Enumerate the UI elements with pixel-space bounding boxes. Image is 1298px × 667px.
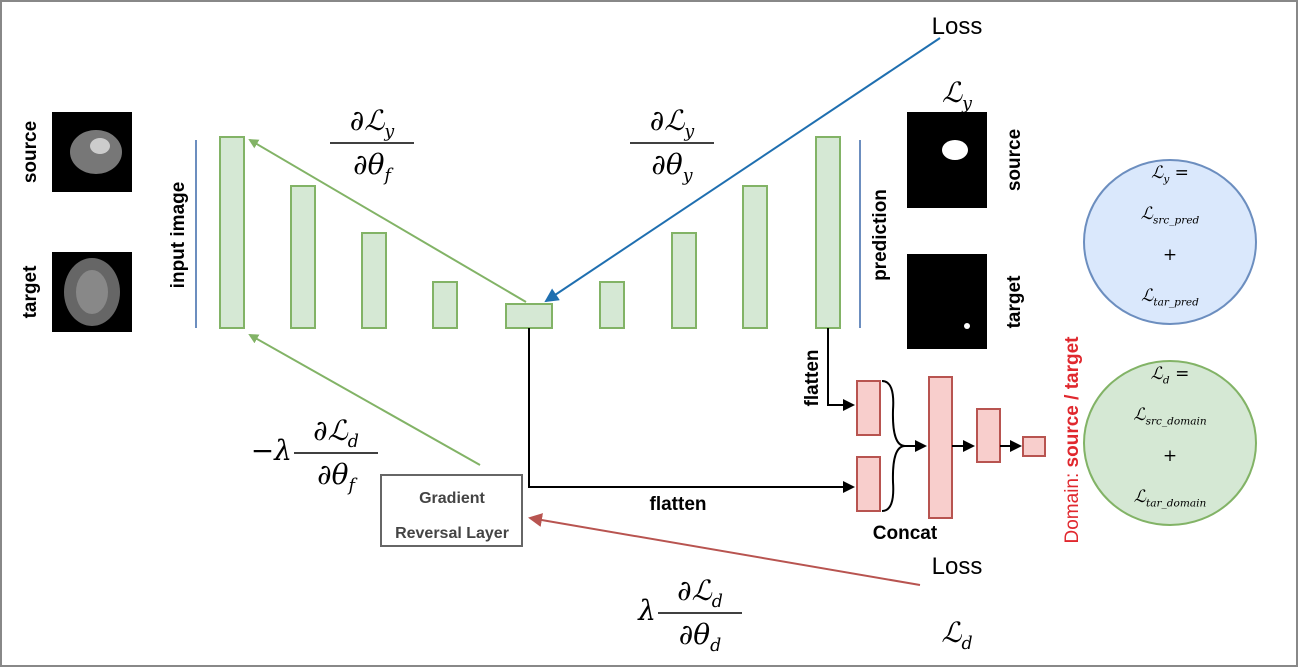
math-main: ℒ	[1134, 487, 1147, 507]
math-main: ∂ℒ	[677, 574, 712, 607]
diagram: source target input image prediction sou…	[0, 0, 1298, 667]
math-main: ℒ	[1133, 405, 1146, 425]
math-sub: src_domain	[1146, 415, 1207, 427]
math-sub: d	[712, 592, 723, 612]
math-sub: d	[962, 634, 973, 654]
math-sub: y	[682, 166, 693, 186]
math: +	[1163, 245, 1177, 265]
math-main: ℒ	[1151, 163, 1164, 183]
label: source / target	[1062, 336, 1083, 468]
math-tail: =	[1169, 163, 1189, 183]
label: prediction	[870, 189, 891, 281]
math: +	[1163, 446, 1177, 466]
math-main: ∂θ	[651, 148, 682, 181]
math-main: +	[1163, 446, 1177, 466]
label: target	[1004, 275, 1025, 328]
frame	[1, 1, 1297, 666]
math: ℒd =	[1151, 364, 1190, 386]
math-tail: =	[1170, 364, 1190, 384]
label: source	[1004, 129, 1025, 191]
math-main: ∂ℒ	[313, 414, 348, 447]
label: Loss	[932, 553, 983, 580]
label: input image	[168, 182, 189, 289]
math: ℒy =	[1151, 163, 1189, 185]
domain-label: Domain: source / target	[1062, 336, 1083, 544]
label: source	[20, 121, 41, 183]
label: flatten	[802, 350, 823, 407]
math-sub: tar_pred	[1153, 296, 1199, 308]
math-main: ∂θ	[317, 458, 348, 491]
math-main: ℒ	[1141, 204, 1154, 224]
math-main: ℒ	[1151, 364, 1164, 384]
label: Concat	[873, 523, 938, 544]
math-main: +	[1163, 245, 1177, 265]
math-main: ℒ	[942, 76, 963, 109]
math-prefix: λ	[637, 594, 656, 627]
math-main: ∂ℒ	[350, 104, 385, 137]
math-main: ∂θ	[679, 618, 710, 651]
math-sub: tar_domain	[1146, 497, 1207, 509]
math-sub: d	[348, 432, 359, 452]
label: target	[20, 265, 41, 318]
math-sub: y	[961, 94, 972, 114]
label: Reversal Layer	[395, 525, 509, 542]
label: Gradient	[419, 490, 485, 507]
math-sub: y	[683, 122, 694, 142]
math-main: ℒ	[941, 616, 962, 649]
math-main: ℒ	[1141, 286, 1154, 306]
math-main: ∂ℒ	[650, 104, 685, 137]
math-prefix: −λ	[251, 434, 292, 467]
math-sub: d	[710, 636, 721, 656]
label: Domain:	[1062, 467, 1083, 543]
math-main: ∂θ	[353, 148, 384, 181]
label: flatten	[650, 494, 707, 515]
math-sub: y	[383, 122, 394, 142]
label: Loss	[932, 13, 983, 40]
math-sub: src_pred	[1153, 214, 1200, 226]
